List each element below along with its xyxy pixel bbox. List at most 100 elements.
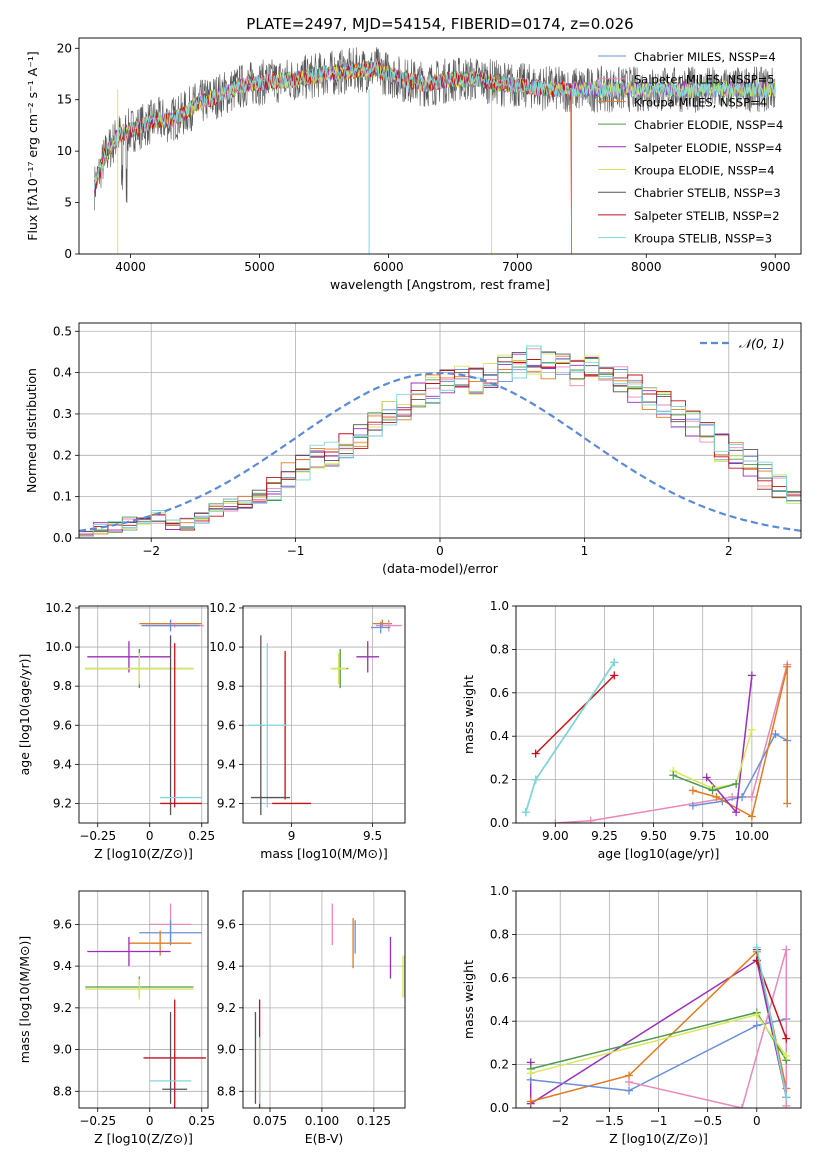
y-tick-label: 1.0 bbox=[490, 884, 509, 898]
y-tick-label: 8.8 bbox=[217, 1084, 236, 1098]
x-axis-label: age [log10(age/yr)] bbox=[598, 846, 720, 861]
y-tick-label: 0 bbox=[64, 247, 72, 261]
error-bar-point-6 bbox=[85, 978, 194, 1000]
y-axis-label: mass weight bbox=[461, 675, 476, 754]
marker-point bbox=[732, 808, 741, 817]
axes-frame bbox=[78, 322, 802, 539]
y-tick-label: 9.4 bbox=[217, 959, 236, 973]
axes-panel-2: −2 −1 0 1 2 0.0 0.1 0.2 0.3 0.4 0.5 (data-model)/er… bbox=[24, 322, 802, 576]
y-tick-label: 0.6 bbox=[490, 971, 509, 985]
x-tick-label: 0.25 bbox=[188, 1114, 215, 1128]
y-tick-label: 0.6 bbox=[490, 686, 509, 700]
axes-frame bbox=[515, 605, 802, 824]
y-tick-label: 9.4 bbox=[53, 757, 72, 771]
marker-point bbox=[782, 1034, 791, 1043]
error-bar-point-3 bbox=[370, 621, 391, 634]
x-axis-label: mass [log10(M/M⊙)] bbox=[260, 846, 388, 861]
y-tick-label: 9.6 bbox=[53, 718, 72, 732]
marker-point bbox=[610, 658, 619, 667]
marker-point bbox=[738, 792, 747, 801]
marker-point bbox=[521, 808, 530, 817]
y-tick-label: 10.0 bbox=[209, 640, 236, 654]
error-bar-point-4 bbox=[87, 641, 171, 673]
series-line-9 bbox=[756, 947, 788, 1098]
series-line-6 bbox=[692, 666, 788, 818]
y-tick-label: 10.2 bbox=[45, 601, 72, 615]
x-tick-label: 1 bbox=[581, 544, 589, 558]
y-tick-label: 1.0 bbox=[490, 599, 509, 613]
marker-point bbox=[747, 725, 756, 734]
series-line-3 bbox=[525, 661, 615, 813]
y-axis-label: Flux [fλ10⁻¹⁷ erg cm⁻² s⁻¹ A⁻¹] bbox=[25, 51, 40, 240]
y-tick-label: 10.2 bbox=[209, 601, 236, 615]
marker-point bbox=[712, 792, 721, 801]
y-axis-label: mass [log10(M/M⊙)] bbox=[17, 936, 32, 1064]
error-bar-point-7 bbox=[143, 999, 206, 1108]
axes-frame bbox=[242, 605, 406, 824]
axes-panel-5: 9.00 9.25 9.50 9.75 10.00 0.0 0.2 0.4 0.6 0.8 1.0 a… bbox=[461, 599, 802, 861]
x-tick-label: 7000 bbox=[502, 260, 533, 274]
y-tick-label: 9.2 bbox=[217, 796, 236, 810]
error-bar-point-3 bbox=[141, 619, 200, 632]
series-line-2 bbox=[525, 661, 615, 813]
marker-point bbox=[688, 801, 697, 810]
plot-area bbox=[85, 903, 206, 1108]
axes-panel-1: 4000 5000 6000 7000 8000 9000 0 5 10 15 20 waveleng… bbox=[25, 37, 802, 292]
plot-area bbox=[254, 903, 405, 1108]
y-tick-label: 0.0 bbox=[53, 531, 72, 545]
x-tick-label: 0.125 bbox=[357, 1114, 391, 1128]
y-tick-label: 0.2 bbox=[53, 448, 72, 462]
marker-point bbox=[782, 1101, 791, 1108]
y-tick-label: 0.4 bbox=[53, 366, 72, 380]
x-tick-label: 9.50 bbox=[640, 829, 667, 843]
plot-area bbox=[247, 619, 402, 816]
axes-frame bbox=[78, 37, 802, 255]
y-tick-label: 10 bbox=[57, 144, 72, 158]
plot-area bbox=[521, 658, 792, 823]
marker-point bbox=[782, 1051, 791, 1060]
x-tick-label: −1.5 bbox=[595, 1114, 624, 1128]
axes-frame bbox=[242, 890, 406, 1109]
plot-area bbox=[94, 47, 776, 254]
y-tick-label: 0.0 bbox=[490, 816, 509, 830]
axes-panel-7: 0.075 0.100 0.125 8.8 9.0 9.2 9.4 9.6 E(B-V) bbox=[217, 890, 406, 1146]
marker-point bbox=[771, 730, 780, 739]
x-tick-label: 9.5 bbox=[363, 829, 382, 843]
axes-panel-8: −2 −1.5 −1 −0.5 0 0.0 0.2 0.4 0.6 0.8 1.0 Z [log10(… bbox=[461, 884, 802, 1146]
y-tick-label: 20 bbox=[57, 41, 72, 55]
x-tick-label: −0.5 bbox=[693, 1114, 722, 1128]
legend-label-4: Chabrier ELODIE, NSSP=4 bbox=[634, 118, 783, 132]
series-line-4 bbox=[628, 949, 788, 1108]
x-tick-label: 10.00 bbox=[735, 829, 769, 843]
y-tick-label: 0.0 bbox=[490, 1101, 509, 1115]
marker-point bbox=[526, 1069, 535, 1078]
plot-area bbox=[79, 345, 801, 537]
y-tick-label: 0.1 bbox=[53, 490, 72, 504]
axes-panel-4: 9 9.5 9.2 9.4 9.6 9.8 10.0 10.2 mass [log10(M/M⊙… bbox=[209, 601, 406, 861]
series-line-1 bbox=[535, 674, 615, 755]
legend-label-1: Chabrier MILES, NSSP=4 bbox=[634, 50, 776, 64]
y-tick-label: 9.6 bbox=[53, 917, 72, 931]
y-tick-label: 9.8 bbox=[53, 679, 72, 693]
axes-frame bbox=[78, 890, 209, 1109]
marker-point bbox=[782, 1093, 791, 1102]
marker-point bbox=[752, 943, 761, 952]
x-tick-label: 0 bbox=[146, 829, 154, 843]
x-tick-label: 8000 bbox=[631, 260, 662, 274]
error-bar-point-6 bbox=[85, 652, 194, 685]
axes-frame bbox=[78, 605, 209, 824]
marker-point bbox=[782, 945, 791, 954]
y-tick-label: 0.8 bbox=[490, 642, 509, 656]
y-tick-label: 9.2 bbox=[217, 1001, 236, 1015]
x-tick-label: −0.25 bbox=[79, 1114, 116, 1128]
gaussian-reference-line bbox=[79, 371, 801, 532]
marker-point bbox=[610, 671, 619, 680]
y-tick-label: 0.8 bbox=[490, 927, 509, 941]
x-axis-label: Z [log10(Z/Z⊙)] bbox=[94, 1131, 193, 1146]
y-axis-label: age [log10(age/yr)] bbox=[17, 654, 32, 776]
y-tick-label: 0.5 bbox=[53, 324, 72, 338]
legend-label-9: Kroupa STELIB, NSSP=3 bbox=[634, 232, 772, 246]
error-bar-point-9 bbox=[247, 643, 287, 808]
histogram-series-9 bbox=[79, 345, 801, 537]
